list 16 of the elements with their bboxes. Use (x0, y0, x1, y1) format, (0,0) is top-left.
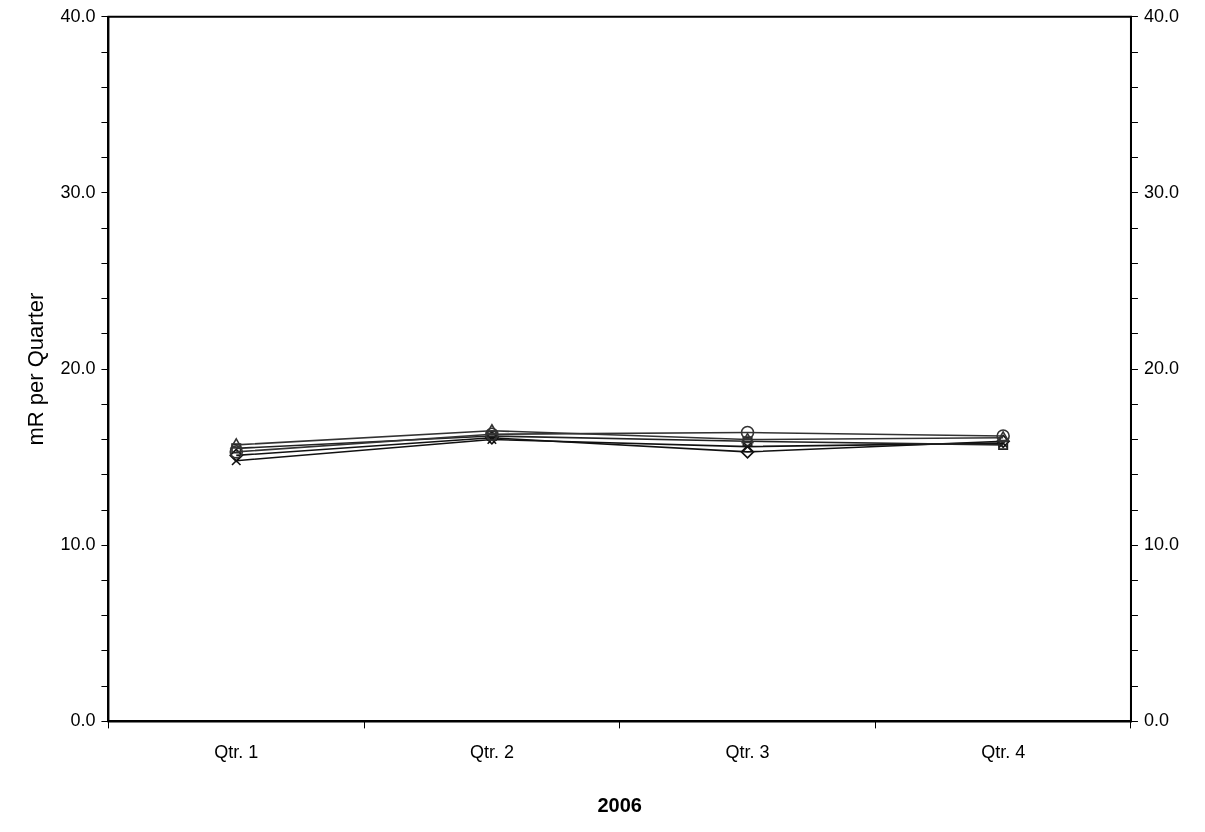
y-tick-label: 30.0 (60, 181, 96, 202)
y-tick-label: 0.0 (70, 710, 96, 731)
y2-tick-label: 10.0 (1143, 534, 1180, 555)
y-tick-label: 20.0 (60, 358, 96, 379)
x-tick-label: Qtr. 2 (469, 742, 514, 763)
x-tick-label: Qtr. 4 (981, 742, 1026, 763)
y-tick-label: 40.0 (60, 5, 96, 26)
y2-tick-label: 20.0 (1143, 358, 1180, 379)
y-axis-title: mR per Quarter (23, 292, 49, 446)
x-tick-label: Qtr. 3 (725, 742, 770, 763)
y-tick-label: 10.0 (60, 534, 96, 555)
x-axis-title: 2006 (597, 793, 642, 816)
y2-tick-label: 30.0 (1143, 181, 1180, 202)
x-tick-label: Qtr. 1 (214, 742, 259, 763)
y2-tick-label: 40.0 (1143, 5, 1180, 26)
y2-tick-label: 0.0 (1143, 710, 1169, 731)
